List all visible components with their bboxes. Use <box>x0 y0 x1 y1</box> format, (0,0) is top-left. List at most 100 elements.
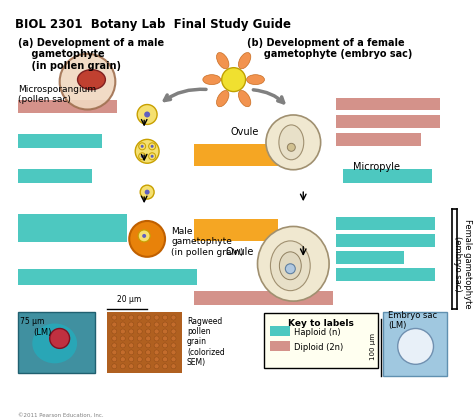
Circle shape <box>141 155 144 158</box>
Circle shape <box>171 357 176 362</box>
Circle shape <box>142 234 146 238</box>
Circle shape <box>120 329 125 334</box>
Circle shape <box>112 357 117 362</box>
Circle shape <box>151 155 154 158</box>
Circle shape <box>146 364 151 369</box>
Circle shape <box>154 364 159 369</box>
Text: 20 μm: 20 μm <box>118 295 142 304</box>
Ellipse shape <box>78 70 105 90</box>
Bar <box>18 269 197 285</box>
Circle shape <box>135 140 159 163</box>
Circle shape <box>137 357 142 362</box>
Circle shape <box>137 322 142 327</box>
Ellipse shape <box>32 323 77 363</box>
Circle shape <box>139 153 146 160</box>
Circle shape <box>154 329 159 334</box>
Text: Female gametophyte
(embryo sac): Female gametophyte (embryo sac) <box>453 219 472 309</box>
Circle shape <box>163 364 167 369</box>
Circle shape <box>137 104 157 124</box>
Text: (LM): (LM) <box>33 328 51 337</box>
Circle shape <box>112 315 117 320</box>
Text: ©2011 Pearson Education, Inc.: ©2011 Pearson Education, Inc. <box>18 413 103 418</box>
Circle shape <box>112 329 117 334</box>
Circle shape <box>138 230 150 242</box>
Circle shape <box>171 315 176 320</box>
Ellipse shape <box>217 52 229 69</box>
Circle shape <box>112 364 117 369</box>
Circle shape <box>120 343 125 348</box>
Circle shape <box>129 343 134 348</box>
Circle shape <box>129 350 134 355</box>
Text: (LM): (LM) <box>388 321 406 329</box>
Circle shape <box>154 315 159 320</box>
Bar <box>336 98 440 111</box>
Ellipse shape <box>238 91 251 107</box>
Circle shape <box>222 68 246 92</box>
Circle shape <box>171 350 176 355</box>
Circle shape <box>120 315 125 320</box>
Circle shape <box>120 364 125 369</box>
Circle shape <box>129 364 134 369</box>
Circle shape <box>149 153 155 160</box>
Circle shape <box>137 343 142 348</box>
Circle shape <box>120 357 125 362</box>
Circle shape <box>129 221 165 257</box>
Ellipse shape <box>279 252 301 280</box>
Circle shape <box>154 343 159 348</box>
Bar <box>343 169 432 183</box>
Circle shape <box>137 350 142 355</box>
Text: Micropyle: Micropyle <box>353 162 400 172</box>
Bar <box>383 312 447 376</box>
Circle shape <box>146 357 151 362</box>
Circle shape <box>60 54 115 109</box>
Circle shape <box>163 329 167 334</box>
Circle shape <box>151 145 154 148</box>
Circle shape <box>112 322 117 327</box>
Bar <box>18 214 127 242</box>
Bar <box>18 134 102 148</box>
Circle shape <box>163 343 167 348</box>
Ellipse shape <box>203 75 221 85</box>
Ellipse shape <box>266 115 320 170</box>
Circle shape <box>120 350 125 355</box>
Circle shape <box>137 315 142 320</box>
Circle shape <box>120 322 125 327</box>
Circle shape <box>120 336 125 341</box>
Circle shape <box>163 350 167 355</box>
Ellipse shape <box>271 241 310 291</box>
Ellipse shape <box>246 75 264 85</box>
Circle shape <box>129 329 134 334</box>
Text: Haploid (n): Haploid (n) <box>294 328 341 337</box>
Circle shape <box>139 143 146 150</box>
Circle shape <box>163 357 167 362</box>
Circle shape <box>137 364 142 369</box>
Text: (a) Development of a male
    gametophyte
    (in pollen grain): (a) Development of a male gametophyte (i… <box>18 38 164 71</box>
Text: BIOL 2301  Botany Lab  Final Study Guide: BIOL 2301 Botany Lab Final Study Guide <box>15 18 291 31</box>
Text: 100 μm: 100 μm <box>370 333 376 360</box>
Bar <box>194 219 278 241</box>
Circle shape <box>141 145 144 148</box>
Circle shape <box>146 336 151 341</box>
Circle shape <box>146 322 151 327</box>
Bar <box>194 144 278 166</box>
Circle shape <box>129 336 134 341</box>
Circle shape <box>146 350 151 355</box>
Text: Male
gametophyte
(in pollen grain): Male gametophyte (in pollen grain) <box>171 227 243 257</box>
Ellipse shape <box>217 91 229 107</box>
Circle shape <box>287 143 295 151</box>
Circle shape <box>144 111 150 117</box>
Text: Ovule: Ovule <box>225 247 254 257</box>
Bar <box>336 234 436 247</box>
Text: (b) Development of a female
     gametophyte (embryo sac): (b) Development of a female gametophyte … <box>246 38 412 59</box>
Circle shape <box>171 343 176 348</box>
Circle shape <box>154 322 159 327</box>
Circle shape <box>137 329 142 334</box>
Circle shape <box>154 336 159 341</box>
Bar <box>271 326 290 336</box>
Ellipse shape <box>257 226 329 301</box>
Text: 75 μm: 75 μm <box>20 316 44 326</box>
Circle shape <box>171 336 176 341</box>
Text: Ovule: Ovule <box>230 127 258 137</box>
Text: Embryo sac: Embryo sac <box>388 310 437 320</box>
Bar <box>336 217 436 230</box>
